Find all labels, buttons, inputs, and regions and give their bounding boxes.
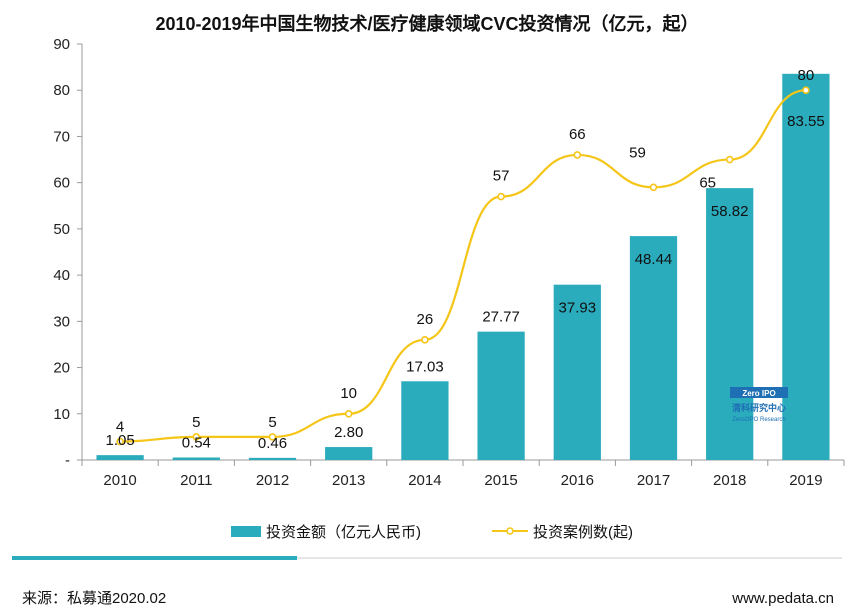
- line-point-2019: [802, 86, 810, 95]
- axes: - 10 20 30 40 50 60 70 80 90 2010 2011 2012 2013 2014 2…: [53, 36, 845, 489]
- line-value-label: 26: [417, 311, 434, 328]
- line-value-label: 66: [569, 126, 586, 143]
- bar-value-label: 17.03: [406, 358, 444, 375]
- y-tick-label: 40: [53, 267, 70, 284]
- bar-2018: [706, 188, 754, 460]
- y-tick-label: 80: [53, 82, 70, 99]
- bar-value-label: 2.80: [334, 424, 363, 441]
- watermark-name: 清科研究中心: [732, 402, 786, 413]
- bar-value-label: 58.82: [711, 203, 749, 220]
- line-point-2015: [497, 192, 505, 201]
- line-point-2013: [344, 409, 353, 418]
- bar-2015: [477, 331, 525, 460]
- line-point-2011: [192, 433, 201, 441]
- line-point-2018: [725, 155, 734, 164]
- y-tick-label: 90: [53, 36, 70, 53]
- watermark-logo-text: Zero IPO: [742, 389, 775, 398]
- line-value-label: 4: [116, 419, 124, 436]
- legend-label-line: 投资案例数(起): [533, 523, 633, 541]
- line-value-label: 65: [699, 175, 716, 192]
- bar-2012: [248, 457, 297, 460]
- watermark-logo-box: [730, 387, 788, 398]
- bar-value-label: 0.46: [258, 435, 287, 452]
- line-point-2012: [268, 433, 277, 441]
- x-tick-label: 2010: [103, 472, 136, 489]
- x-tick-label: 2013: [332, 472, 365, 489]
- line-series-path: [120, 89, 806, 443]
- x-tick-label: 2011: [180, 472, 212, 489]
- bar-value-label: 1.05: [105, 432, 134, 449]
- footer-website: www.pedata.cn: [731, 590, 834, 607]
- bar-2011: [172, 457, 220, 460]
- data-labels-group: 1.05 0.54 0.46 2.80 17.03 27.77 37.93 48.44 58.8…: [105, 67, 824, 452]
- x-tick-label: 2018: [713, 472, 746, 489]
- chart-title: 2010-2019年中国生物技术/医疗健康领域CVC投资情况（亿元，起）: [155, 13, 698, 34]
- line-value-label: 80: [798, 67, 815, 84]
- legend-swatch-bar: [231, 526, 261, 537]
- bars-group: [96, 73, 830, 461]
- bar-2016: [553, 284, 601, 460]
- y-tick-label: 60: [53, 175, 70, 192]
- x-tick-label: 2012: [256, 472, 289, 489]
- line-value-label: 57: [493, 168, 510, 185]
- watermark-name-en: Zero2IPO Research: [732, 417, 785, 423]
- line-point-2014: [421, 336, 429, 344]
- x-tick-label: 2016: [561, 472, 594, 489]
- footer-source: 来源：私募通2020.02: [22, 590, 166, 607]
- line-point-2017: [649, 183, 658, 192]
- bar-value-label: 27.77: [482, 309, 520, 326]
- x-tick-label: 2015: [484, 472, 517, 489]
- bar-2013: [325, 447, 373, 460]
- divider-accent: [12, 556, 297, 560]
- line-value-label: 59: [629, 144, 646, 161]
- y-tick-label: -: [65, 452, 70, 469]
- x-tick-label: 2017: [637, 472, 670, 489]
- line-point-2010: [116, 437, 124, 446]
- legend: 投资金额（亿元人民币) 投资案例数(起): [231, 523, 633, 541]
- legend-label-bar: 投资金额（亿元人民币): [266, 524, 421, 541]
- x-tick-label: 2019: [789, 472, 822, 489]
- y-tick-label: 70: [53, 128, 70, 145]
- bar-value-label: 83.55: [787, 113, 825, 130]
- y-tick-label: 50: [53, 221, 70, 238]
- line-value-label: 10: [340, 385, 357, 402]
- bar-2014: [401, 381, 449, 460]
- bar-value-label: 48.44: [635, 251, 673, 268]
- bar-value-label: 0.54: [182, 435, 211, 452]
- bar-2019: [782, 73, 830, 461]
- watermark: Zero IPO 清科研究中心 Zero2IPO Research: [730, 387, 788, 423]
- divider-rest: [297, 557, 842, 559]
- y-tick-label: 20: [53, 360, 70, 377]
- legend-swatch-marker: [506, 527, 514, 535]
- line-value-label: 5: [192, 414, 200, 431]
- bar-2010: [96, 455, 144, 460]
- y-tick-label: 30: [53, 313, 70, 330]
- bar-value-label: 37.93: [559, 300, 597, 317]
- x-tick-label: 2014: [408, 472, 441, 489]
- line-series-group: [116, 86, 810, 446]
- line-point-2016: [573, 151, 582, 159]
- y-tick-label: 10: [53, 406, 70, 423]
- bar-2017: [629, 236, 678, 460]
- line-value-label: 5: [268, 414, 276, 431]
